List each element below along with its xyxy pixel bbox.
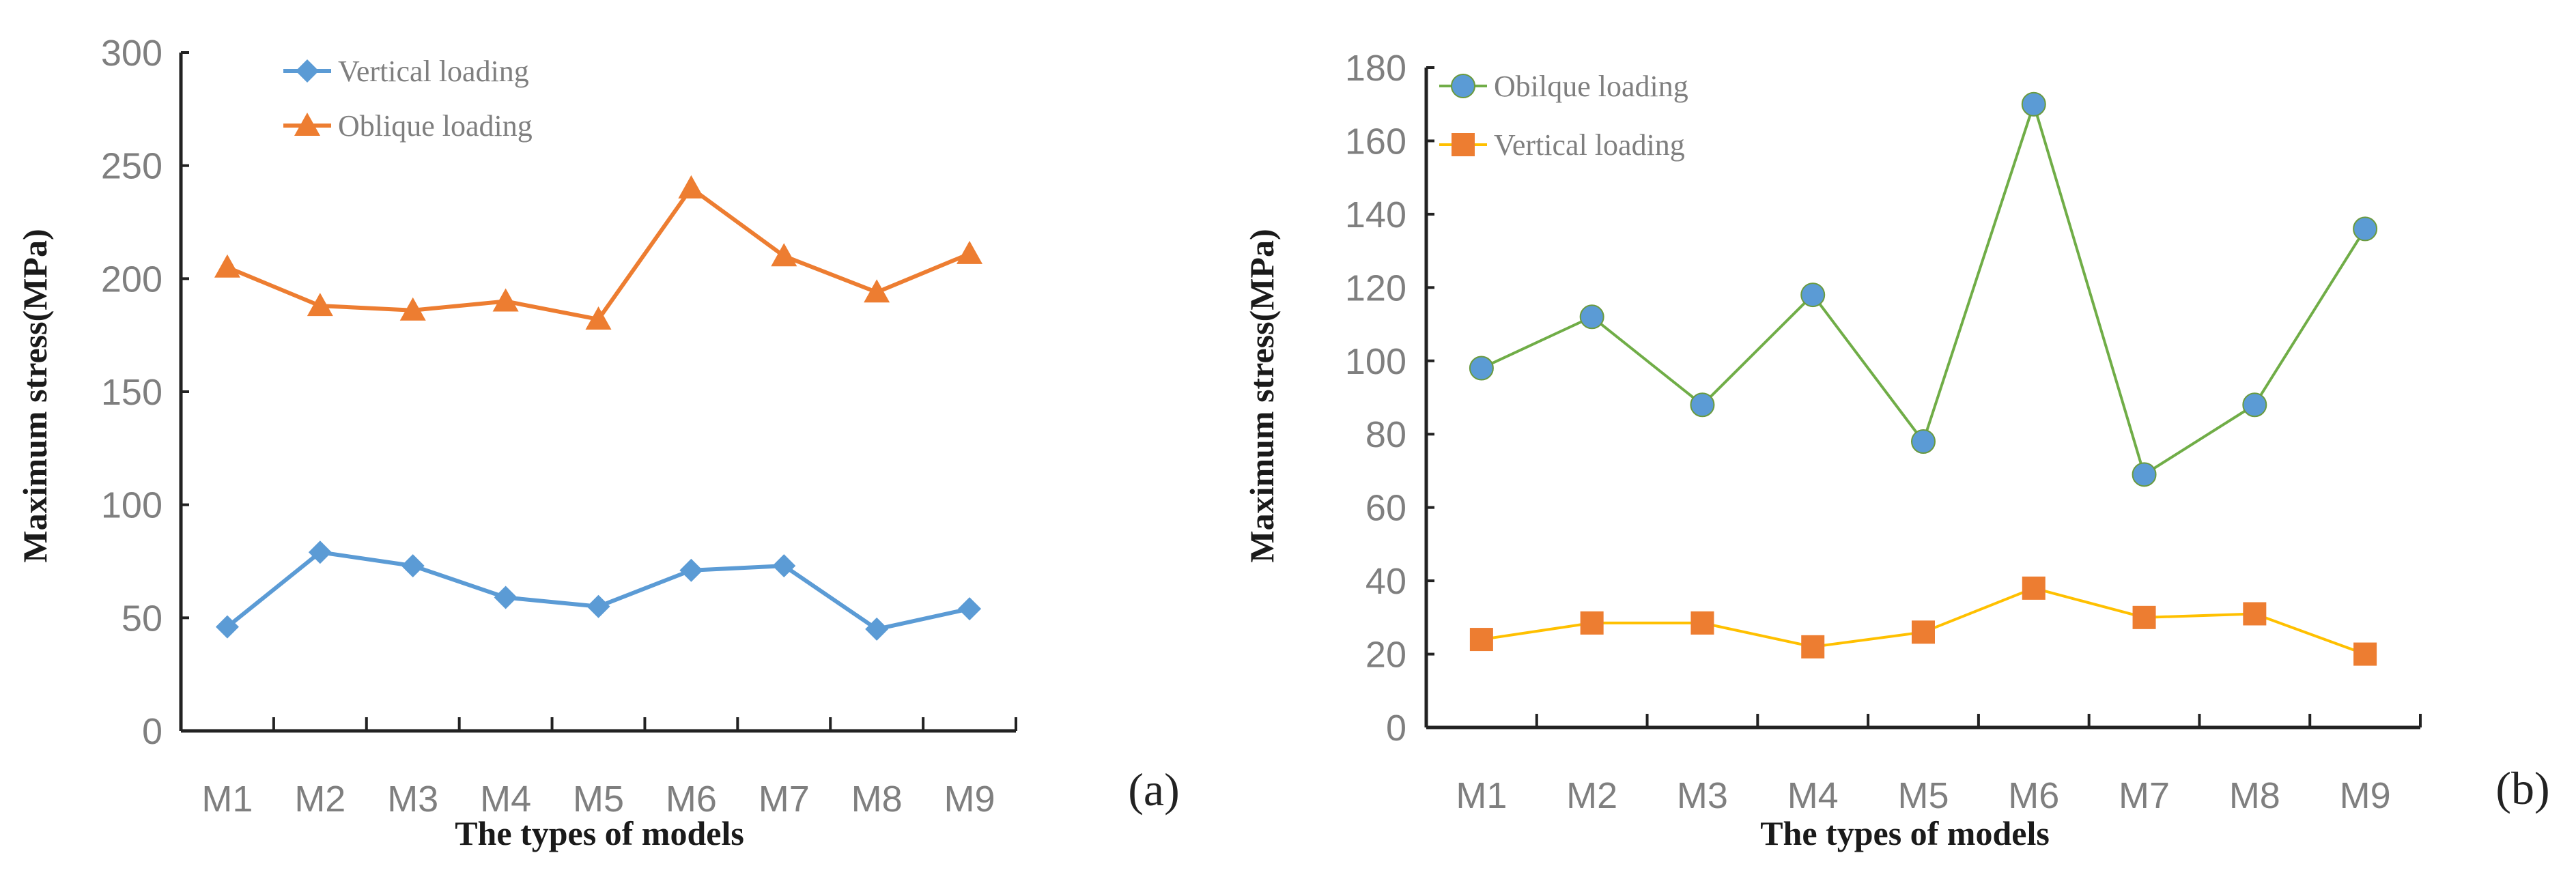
series-oblique-loading <box>214 175 983 330</box>
x-tick-label: M2 <box>294 779 345 820</box>
data-point <box>494 586 518 609</box>
data-point <box>585 306 612 330</box>
legend-label: Oblique loading <box>338 109 533 143</box>
data-point <box>2132 462 2157 487</box>
y-tick-label: 140 <box>1345 194 1406 235</box>
x-tick-label: M7 <box>2119 775 2170 816</box>
data-point <box>957 240 983 264</box>
data-point <box>771 243 797 267</box>
y-tick-label: 0 <box>1386 708 1406 749</box>
y-tick-label: 250 <box>101 146 162 187</box>
data-point <box>958 597 982 621</box>
legend-item: Obilque loading <box>1439 70 1688 103</box>
x-tick-label: M8 <box>851 779 903 820</box>
x-tick-label: M2 <box>1566 775 1617 816</box>
legend-label: Vertical loading <box>338 55 529 88</box>
chart-b: 0 20 40 60 80 100 120 140 160 180 M1 M2 M3 M4 M5 M6 M7 M8… <box>1243 48 2550 852</box>
legend-label: Obilque loading <box>1494 70 1688 103</box>
y-tick-label: 120 <box>1345 268 1406 308</box>
data-point <box>214 254 240 278</box>
x-tick-label: M3 <box>387 779 438 820</box>
x-tick-label: M6 <box>666 779 717 820</box>
y-tick-label: 100 <box>1345 341 1406 382</box>
panel-label: (b) <box>2495 762 2549 814</box>
series-obilque-loading <box>1469 91 2378 487</box>
data-point <box>679 558 703 582</box>
x-tick-label: M8 <box>2229 775 2280 816</box>
y-tick-label: 100 <box>101 485 162 526</box>
data-point <box>1580 611 1604 635</box>
x-tick-label: M9 <box>944 779 995 820</box>
data-point <box>307 293 333 317</box>
x-tick-label: M3 <box>1677 775 1728 816</box>
data-point <box>865 617 889 641</box>
data-point <box>2242 392 2267 418</box>
data-point <box>1690 392 1715 418</box>
data-point <box>586 594 610 618</box>
y-tick-label: 300 <box>101 33 162 74</box>
data-point <box>2021 91 2046 117</box>
data-point <box>1469 628 1493 652</box>
data-point <box>2132 605 2156 629</box>
x-tick-label: M5 <box>1897 775 1949 816</box>
y-tick-label: 150 <box>101 372 162 413</box>
y-tick-label: 0 <box>142 711 162 752</box>
y-tick-label: 160 <box>1345 121 1406 162</box>
y-tick-label: 60 <box>1365 488 1406 529</box>
x-tick-label: M9 <box>2340 775 2391 816</box>
data-point <box>1911 429 1936 454</box>
panel-label: (a) <box>1128 764 1179 815</box>
legend-item: Oblique loading <box>283 109 533 143</box>
y-axis-title: Maximum stress(MPa) <box>16 229 54 562</box>
data-point <box>2243 602 2267 626</box>
data-point <box>2353 642 2377 666</box>
legend-marker <box>296 59 319 83</box>
legend-label: Vertical loading <box>1494 128 1685 162</box>
legend-item: Vertical loading <box>1439 128 1685 162</box>
data-point <box>1801 635 1825 659</box>
x-tick-label: M4 <box>1787 775 1839 816</box>
data-point <box>215 615 239 639</box>
data-point <box>401 554 425 578</box>
x-tick-label: M6 <box>2008 775 2059 816</box>
data-point <box>492 288 519 312</box>
legend-marker <box>1452 133 1475 156</box>
data-point <box>864 279 890 303</box>
x-tick-label: M4 <box>480 779 531 820</box>
legend-marker <box>294 113 320 136</box>
data-point <box>1469 356 1494 381</box>
data-point <box>1579 304 1604 330</box>
x-axis-title: The types of models <box>1760 814 2050 852</box>
y-tick-label: 200 <box>101 259 162 300</box>
series-line <box>226 186 971 321</box>
x-tick-label: M1 <box>201 779 253 820</box>
data-point <box>1690 611 1714 635</box>
x-tick-label: M7 <box>759 779 810 820</box>
y-tick-label: 80 <box>1365 414 1406 455</box>
y-tick-label: 40 <box>1365 561 1406 602</box>
data-point <box>1912 620 1935 644</box>
series-vertical-loading <box>215 540 982 641</box>
legend-marker <box>1451 74 1475 98</box>
y-tick-label: 50 <box>122 598 162 639</box>
data-point <box>678 175 705 199</box>
data-point <box>399 297 426 321</box>
chart-a: 0 50 100 150 200 250 300 M1 M2 M3 M4 M5 M6 M7 M8 M9 The … <box>16 33 1180 852</box>
data-point <box>1800 283 1826 308</box>
y-tick-label: 180 <box>1345 48 1406 89</box>
legend-item: Vertical loading <box>283 55 529 88</box>
series-vertical-loading <box>1469 576 2377 666</box>
data-point <box>308 540 332 564</box>
x-tick-label: M5 <box>573 779 624 820</box>
y-tick-label: 20 <box>1365 635 1406 676</box>
data-point <box>2022 576 2046 600</box>
data-point <box>2353 216 2378 242</box>
x-tick-label: M1 <box>1456 775 1507 816</box>
x-axis-title: The types of models <box>455 814 744 852</box>
y-axis-title: Maximum stress(MPa) <box>1243 229 1281 562</box>
data-point <box>772 554 796 578</box>
